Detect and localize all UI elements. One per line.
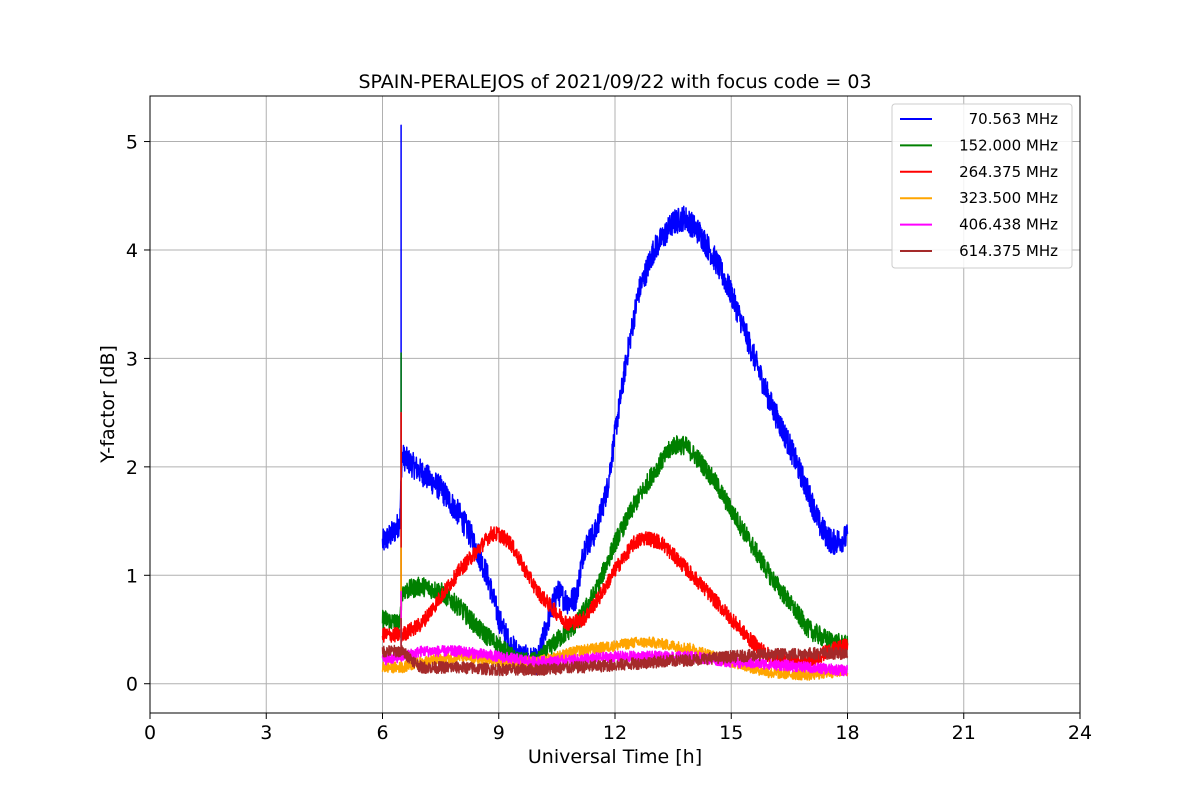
series-line xyxy=(381,124,849,676)
x-tick-label: 6 xyxy=(376,722,388,744)
legend-label: 264.375 MHz xyxy=(959,163,1058,181)
x-axis-label: Universal Time [h] xyxy=(528,746,702,768)
series-line xyxy=(381,590,849,677)
x-tick-label: 3 xyxy=(260,722,272,744)
legend-label: 323.500 MHz xyxy=(959,189,1058,207)
x-tick-label: 15 xyxy=(719,722,743,744)
y-tick-label: 2 xyxy=(126,457,138,479)
legend-label: 152.000 MHz xyxy=(959,136,1058,154)
series-line xyxy=(381,547,849,681)
series-line xyxy=(381,617,849,677)
x-tick-label: 9 xyxy=(493,722,505,744)
legend-label: 70.563 MHz xyxy=(969,110,1058,128)
chart-title: SPAIN-PERALEJOS of 2021/09/22 with focus… xyxy=(358,71,871,93)
legend-box xyxy=(891,103,1073,269)
y-tick-label: 5 xyxy=(126,132,138,154)
y-axis-label: Y-factor [dB] xyxy=(97,345,119,464)
x-tick-label: 24 xyxy=(1068,722,1092,744)
series-line xyxy=(381,352,849,673)
x-tick-label: 12 xyxy=(603,722,627,744)
y-tick-label: 1 xyxy=(126,565,138,587)
x-tick-label: 0 xyxy=(144,722,156,744)
y-tick-label: 0 xyxy=(126,674,138,696)
y-tick-label: 4 xyxy=(126,240,138,262)
x-tick-label: 21 xyxy=(952,722,976,744)
x-tick-label: 18 xyxy=(835,722,859,744)
series-group xyxy=(381,124,849,681)
legend-label: 614.375 MHz xyxy=(959,242,1058,260)
legend-label: 406.438 MHz xyxy=(959,216,1058,234)
legend: 70.563 MHz 152.000 MHz 264.375 MHz 323.500 … xyxy=(891,103,1073,269)
y-tick-label: 3 xyxy=(126,348,138,370)
